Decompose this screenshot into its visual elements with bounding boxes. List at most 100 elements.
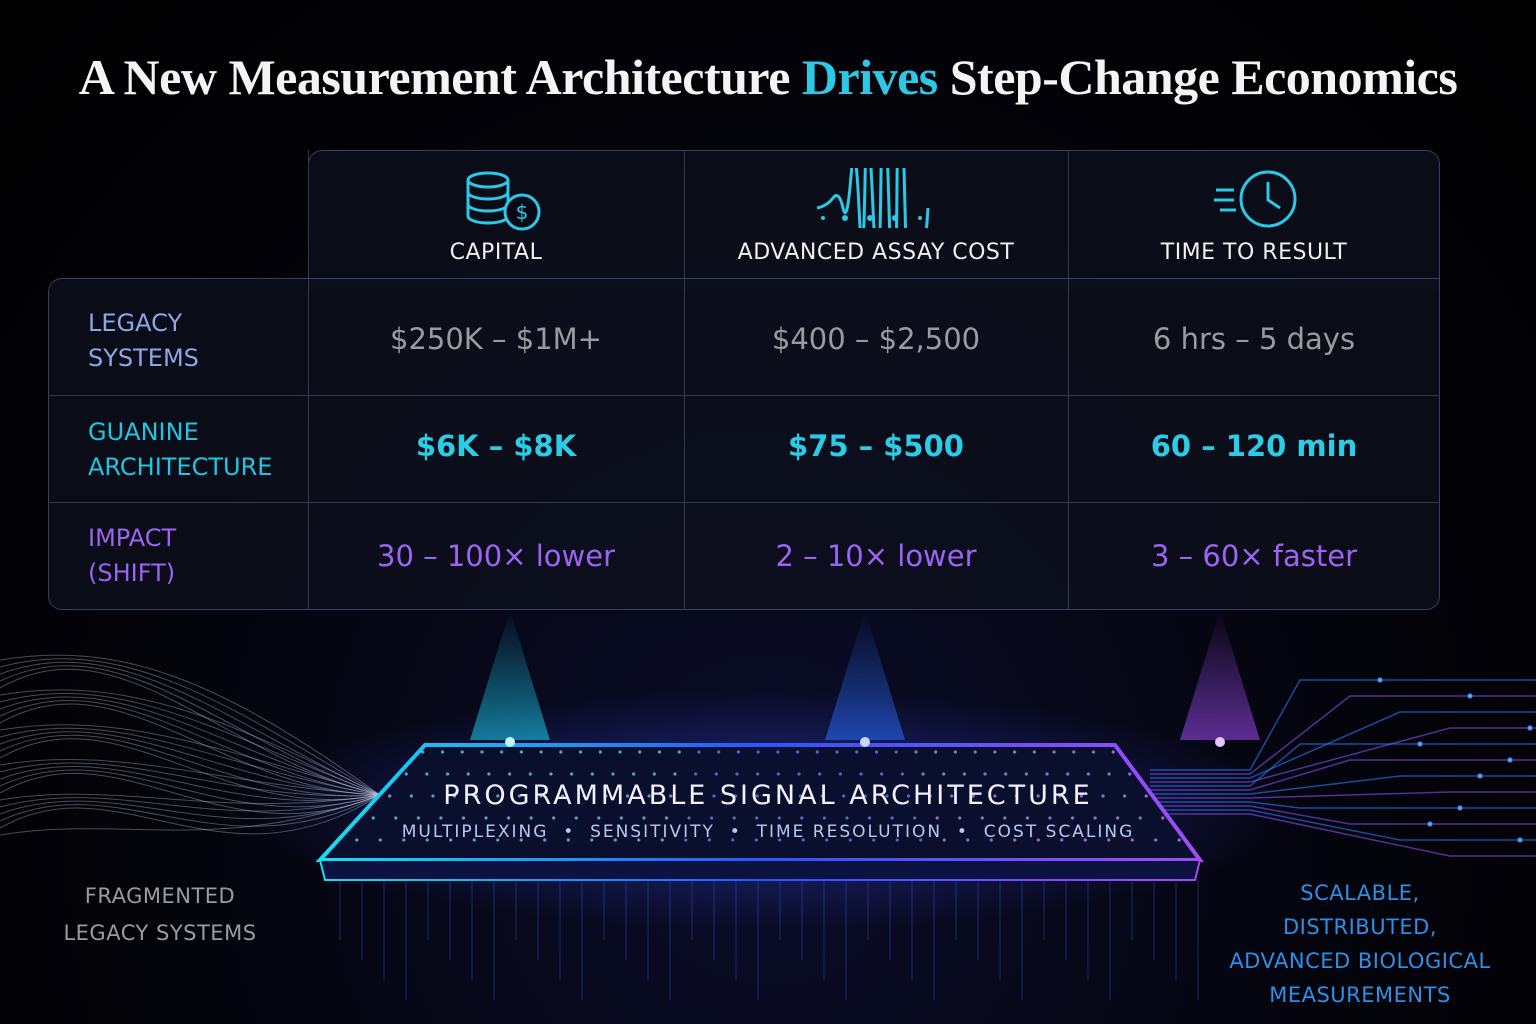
beam: [1180, 610, 1260, 740]
grid-dot: [687, 816, 691, 820]
grid-dot: [966, 838, 970, 842]
grid-dot: [838, 772, 842, 776]
grid-dot: [604, 794, 608, 798]
grid-dot: [756, 750, 760, 754]
grid-dot: [801, 838, 805, 842]
wire: [0, 731, 381, 796]
grid-dot: [552, 816, 556, 820]
column-header: ADVANCED ASSAY COST: [737, 240, 1015, 265]
grid-dot: [664, 816, 669, 820]
grid-dot: [425, 772, 429, 776]
grid-dot: [1128, 772, 1132, 776]
wire: [0, 794, 381, 836]
wire: [0, 724, 381, 796]
table-box: [48, 278, 1440, 610]
grid-dot: [942, 838, 946, 842]
grid-dot: [697, 750, 701, 754]
grid-dot: [820, 794, 824, 798]
wire-dot: [1527, 725, 1533, 731]
wire: [1150, 711, 1536, 779]
cell: 3 – 60× faster: [1150, 539, 1358, 573]
grid-dot: [1083, 838, 1087, 842]
grid-dot: [582, 794, 586, 798]
grid-dot: [613, 838, 617, 842]
grid-dot: [913, 816, 917, 820]
grid-dot: [935, 816, 939, 820]
feature: SENSITIVITY: [590, 822, 715, 842]
grid-dot: [574, 816, 578, 820]
grid-dot: [756, 772, 760, 776]
wire-dot: [1377, 677, 1383, 683]
grid-dot: [472, 838, 476, 842]
wire: [0, 703, 381, 796]
grid-dot: [508, 772, 512, 776]
grid-dot: [874, 750, 879, 754]
grid-dot: [712, 794, 716, 798]
wire: [0, 762, 381, 797]
grid-dot: [1072, 750, 1076, 754]
grid-dot: [1066, 772, 1070, 776]
grid-dot: [1058, 794, 1062, 798]
assay-icon: [816, 168, 930, 228]
cell: 30 – 100× lower: [377, 539, 615, 573]
grid-dot: [1116, 816, 1120, 820]
grid-dot: [942, 772, 946, 776]
grid-dot: [539, 794, 543, 798]
wire: [1150, 813, 1536, 857]
grid-dot: [1070, 816, 1075, 820]
beam: [470, 610, 550, 740]
column-divider: [308, 150, 309, 610]
grid-dot: [378, 838, 382, 842]
grid-dot: [570, 772, 574, 776]
grid-dot: [710, 816, 714, 820]
grid-dot: [1060, 838, 1064, 842]
wires: [0, 654, 1536, 1000]
grid-dot: [735, 772, 739, 776]
grid-dot: [480, 750, 484, 754]
wire: [0, 654, 381, 796]
left-label: FRAGMENTED LEGACY SYSTEMS: [63, 884, 257, 945]
grid-dot: [487, 772, 491, 776]
grid-dot: [928, 794, 932, 798]
wire: [0, 793, 381, 805]
node: [860, 737, 870, 747]
wire-dot: [1507, 757, 1513, 763]
wire: [1150, 679, 1536, 771]
wire-dot: [1427, 821, 1433, 827]
grid-dot: [684, 838, 688, 842]
wire: [0, 794, 381, 835]
grid-dot: [1093, 816, 1097, 820]
title-text: A New Measurement Architecture: [78, 49, 791, 105]
grid-dot: [732, 816, 736, 820]
grid-dot: [714, 772, 718, 776]
grid-dot: [859, 772, 863, 776]
grid-dot: [822, 816, 826, 820]
grid-dot: [1086, 772, 1091, 776]
feature: TIME RESOLUTION: [756, 822, 943, 842]
grid-dot: [484, 816, 488, 820]
grid-dot: [835, 750, 839, 754]
grid-dot: [973, 750, 977, 754]
grid-dot: [983, 772, 987, 776]
grid-dot: [863, 794, 867, 798]
grid-dot: [657, 750, 662, 754]
cell: 6 hrs – 5 days: [1152, 322, 1356, 356]
grid-dot: [449, 838, 453, 842]
grid-dot: [958, 816, 962, 820]
grid-dot: [638, 750, 642, 754]
grid-dot: [736, 750, 741, 754]
grid-dot: [528, 772, 532, 776]
grid-dot: [1036, 838, 1040, 842]
grid-dot: [642, 816, 646, 820]
grid-dot: [797, 772, 801, 776]
grid-dot: [500, 750, 504, 754]
grid-dot: [1003, 816, 1007, 820]
grid-dot: [755, 816, 759, 820]
grid-dot: [597, 816, 601, 820]
grid-dot: [777, 794, 781, 798]
wire: [0, 696, 381, 796]
wire: [1150, 791, 1536, 799]
wire: [1150, 759, 1536, 791]
grid-dot: [496, 794, 500, 798]
